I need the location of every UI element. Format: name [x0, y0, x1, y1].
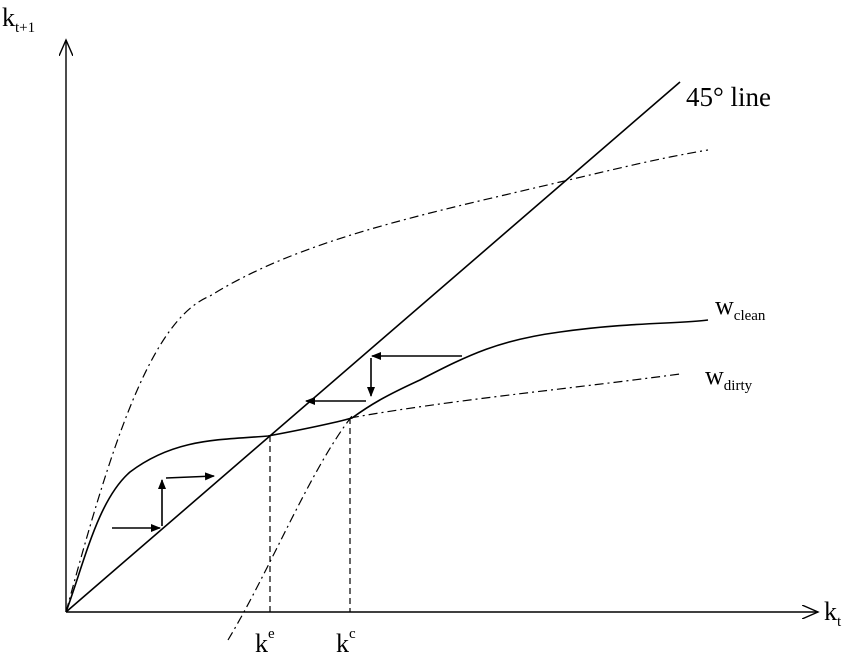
upper-dashdot-curve [65, 149, 709, 613]
w-dirty-label: wdirty [705, 361, 753, 394]
ke-label: ke [255, 626, 275, 658]
kc-label: kc [336, 626, 356, 658]
w-dirty-lower-branch [227, 415, 353, 641]
arrow-right-2 [165, 472, 215, 481]
forty-five-degree-line [65, 81, 681, 613]
x-axis-label: kt [824, 597, 842, 630]
forty-five-line-label: 45° line [686, 82, 771, 112]
w-clean-curve [65, 319, 709, 613]
y-axis-label: kt+1 [2, 3, 35, 36]
w-clean-label: wclean [715, 291, 766, 324]
w-dirty-curve [349, 373, 681, 419]
